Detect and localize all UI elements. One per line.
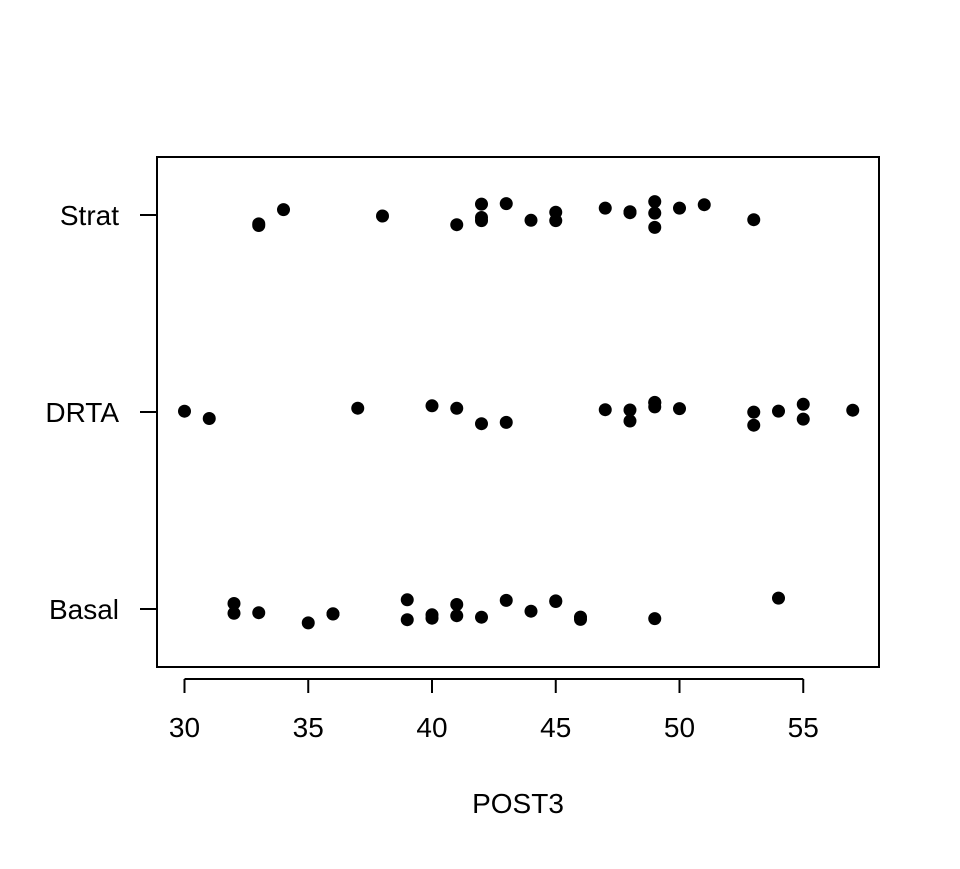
data-point-drta (648, 400, 662, 414)
y-tick-label-strat: Strat (60, 200, 119, 231)
data-point-drta (178, 404, 191, 418)
data-point-strat (376, 209, 389, 223)
data-point-strat (648, 195, 662, 209)
x-tick-label: 40 (416, 712, 447, 743)
data-point-basal (326, 607, 340, 621)
data-point-basal (475, 610, 488, 624)
data-point-drta (747, 405, 761, 419)
data-point-basal (524, 604, 538, 618)
y-axis: Basal DRTA Strat (45, 200, 157, 625)
data-point-strat (524, 213, 538, 227)
data-point-basal (301, 616, 315, 630)
x-axis: 30 35 40 45 50 55 (169, 678, 819, 743)
data-point-basal (772, 591, 785, 605)
y-tick-label-drta: DRTA (45, 397, 119, 428)
data-point-basal (450, 598, 464, 611)
data-point-basal (450, 609, 464, 623)
data-point-drta (499, 415, 513, 429)
data-point-strat (475, 197, 488, 211)
x-tick-label: 30 (169, 712, 200, 743)
data-point-strat (277, 203, 290, 217)
data-point-basal (648, 612, 662, 626)
data-point-strat (747, 213, 761, 227)
data-point-strat (697, 198, 711, 212)
data-point-drta (673, 402, 686, 416)
data-point-drta (747, 418, 761, 432)
data-point-strat (549, 214, 563, 228)
data-point-strat (673, 201, 686, 215)
data-point-drta (796, 412, 810, 426)
data-point-basal (227, 597, 241, 610)
data-point-drta (475, 417, 488, 431)
data-point-basal (549, 594, 563, 608)
data-point-drta (202, 412, 216, 425)
data-point-basal (400, 613, 414, 627)
x-tick-label: 45 (540, 712, 571, 743)
data-point-drta (598, 403, 612, 417)
data-point-basal (425, 611, 439, 625)
data-point-strat (623, 206, 637, 220)
data-point-strat (648, 220, 662, 234)
data-point-drta (623, 414, 637, 428)
data-point-basal (400, 593, 414, 607)
x-axis-title: POST3 (472, 788, 564, 819)
data-point-drta (846, 403, 860, 417)
plot-frame (156, 156, 880, 668)
data-point-basal (574, 612, 587, 626)
data-point-strat (598, 201, 612, 215)
x-tick-label: 50 (664, 712, 695, 743)
data-point-basal (252, 606, 266, 620)
data-point-strat (499, 197, 513, 211)
data-point-drta (351, 401, 365, 415)
data-point-drta (425, 399, 439, 413)
data-points (178, 195, 860, 630)
x-tick-label: 55 (788, 712, 819, 743)
data-point-strat (252, 217, 266, 231)
data-point-basal (499, 593, 513, 607)
data-point-basal (227, 606, 241, 620)
y-tick-label-basal: Basal (49, 594, 119, 625)
data-point-strat (648, 206, 662, 220)
data-point-drta (623, 403, 637, 417)
data-point-drta (772, 404, 785, 418)
data-point-drta (796, 397, 810, 411)
data-point-strat (450, 218, 464, 232)
data-point-drta (450, 401, 464, 415)
data-point-strat (475, 211, 488, 224)
x-tick-label: 35 (293, 712, 324, 743)
